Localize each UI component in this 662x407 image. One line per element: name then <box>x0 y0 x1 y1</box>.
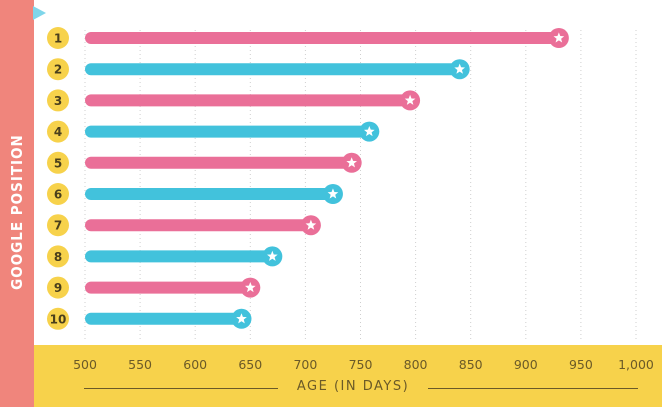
rank-badge <box>47 183 69 205</box>
corner-triangle-icon <box>33 6 46 20</box>
bar <box>85 188 333 200</box>
star-icon <box>553 32 565 43</box>
rank-badge <box>47 214 69 237</box>
star-icon <box>305 219 317 230</box>
x-tick-label: 850 <box>459 357 483 372</box>
x-tick-label: 650 <box>238 357 262 372</box>
rank-badge <box>47 245 69 268</box>
x-axis-title-rule-right <box>428 388 638 389</box>
bar <box>85 94 411 107</box>
rank-label: 7 <box>54 219 62 233</box>
rank-label: 9 <box>54 281 62 295</box>
star-icon <box>244 282 256 293</box>
bar <box>85 281 251 294</box>
rank-badge <box>47 307 69 330</box>
bar <box>85 63 460 76</box>
bar <box>85 156 352 169</box>
x-tick-label: 1,000 <box>618 357 654 372</box>
rank-badge <box>47 89 69 112</box>
bar <box>85 32 559 44</box>
rank-badge <box>47 120 69 143</box>
rank-badge <box>47 58 69 81</box>
x-tick-label: 700 <box>293 357 317 372</box>
x-axis-band <box>34 345 662 407</box>
star-icon <box>404 94 416 105</box>
star-icon <box>267 250 278 261</box>
x-tick-label: 950 <box>569 357 593 372</box>
y-axis-panel: GOOGLE POSITION <box>0 0 34 407</box>
rank-badge <box>47 27 69 49</box>
rank-label: 10 <box>50 312 67 326</box>
bar <box>85 125 370 138</box>
rank-label: 6 <box>54 188 62 202</box>
bar <box>85 312 242 325</box>
star-icon <box>363 126 375 137</box>
x-axis-title-rule-left <box>84 388 278 389</box>
rank-label: 3 <box>54 94 62 108</box>
rank-label: 4 <box>54 125 62 139</box>
star-icon <box>327 188 339 199</box>
rank-badge <box>47 151 69 174</box>
x-tick-label: 750 <box>349 357 373 372</box>
x-tick-label: 600 <box>183 357 207 372</box>
rank-label: 5 <box>54 156 62 170</box>
bar <box>85 250 273 263</box>
star-icon <box>236 313 247 324</box>
star-icon <box>454 63 466 74</box>
rank-label: 2 <box>54 63 62 77</box>
x-axis-title: AGE (IN DAYS) <box>296 379 410 394</box>
rank-label: 1 <box>54 32 62 46</box>
x-tick-label: 500 <box>73 357 97 372</box>
star-icon <box>346 157 358 168</box>
rank-label: 8 <box>54 250 62 264</box>
x-tick-label: 900 <box>514 357 538 372</box>
x-tick-label: 800 <box>404 357 428 372</box>
rank-badge <box>47 276 69 299</box>
bar <box>85 219 311 232</box>
x-tick-label: 550 <box>128 357 152 372</box>
